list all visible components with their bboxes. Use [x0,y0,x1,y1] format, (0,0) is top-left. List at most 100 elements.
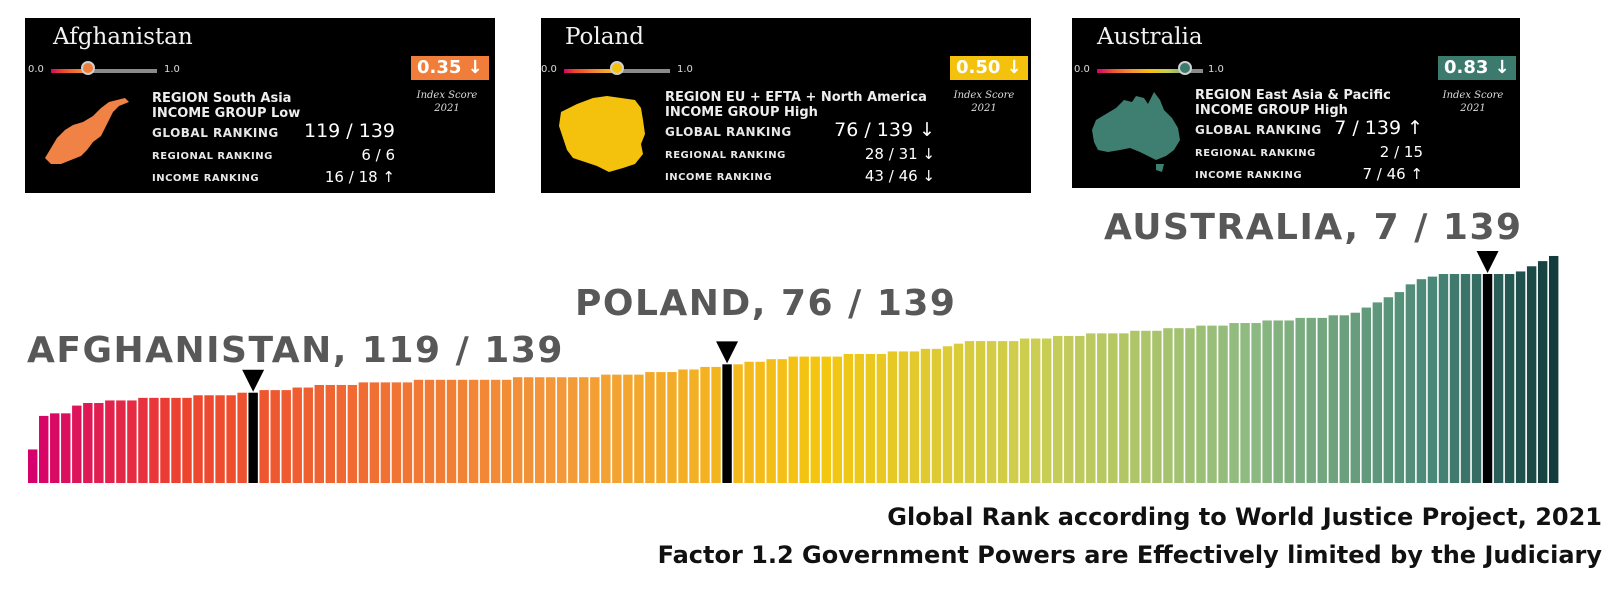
bar-rank-81 [667,372,677,483]
index-score-label: Index Score 2021 [1442,90,1504,114]
bar-rank-90 [568,377,578,483]
bar-rank-123 [204,395,214,483]
footer-factor: Factor 1.2 Government Powers are Effecti… [657,541,1602,569]
country-card-afghanistan: Afghanistan 0.0 1.0 0.35 ↓ Index Score 20… [25,18,495,193]
bar-rank-72 [766,359,776,483]
index-score-badge: 0.35 ↓ [411,56,489,80]
bar-rank-127 [160,397,170,483]
bar-rank-21 [1328,315,1338,483]
bar-rank-56 [942,346,953,483]
bar-rank-93 [534,377,545,483]
bar-rank-95 [512,377,523,483]
bar-rank-114 [303,387,313,483]
bar-rank-130 [127,400,137,483]
bar-rank-108 [369,382,380,483]
country-map-afghanistan [45,98,129,164]
bar-rank-128 [149,397,159,483]
bar-rank-29 [1240,323,1250,483]
income-group-line: INCOME GROUP High [1195,103,1348,118]
bar-rank-119 [248,392,258,483]
bar-rank-92 [546,377,556,483]
bar-rank-36 [1163,328,1173,483]
income-ranking-row: INCOME RANKING 43 / 46 ↓ [665,167,935,185]
bar-rank-9 [1460,274,1471,483]
bar-rank-110 [347,384,358,483]
bar-rank-94 [523,377,534,483]
bar-rank-105 [402,382,413,483]
bar-rank-112 [325,384,335,483]
bar-rank-31 [1218,325,1228,483]
bar-rank-71 [777,359,787,483]
bar-rank-11 [1438,274,1449,483]
bar-rank-67 [821,356,831,483]
bar-rank-78 [700,366,710,483]
bar-rank-82 [656,372,666,483]
bar-rank-113 [314,384,324,483]
footer-source: Global Rank according to World Justice P… [887,503,1602,531]
bar-rank-77 [711,366,721,483]
bar-rank-43 [1086,333,1096,483]
bar-rank-118 [259,390,269,483]
bar-rank-41 [1108,333,1118,483]
bar-rank-60 [898,351,909,483]
slider-knob [81,61,96,75]
bar-rank-24 [1295,317,1305,483]
bar-rank-106 [391,382,402,483]
bar-rank-16 [1383,297,1394,483]
bar-rank-39 [1130,330,1140,483]
bar-rank-75 [733,364,743,483]
region-line: REGION South Asia [152,91,292,106]
bar-rank-44 [1075,335,1085,483]
bar-rank-137 [50,413,60,483]
bar-rank-84 [634,374,644,483]
bar-rank-32 [1207,325,1217,483]
slider-max-label: 1.0 [677,64,693,75]
bar-rank-107 [380,382,391,483]
country-name: Poland [565,24,644,50]
bar-rank-50 [1008,341,1019,483]
bar-rank-88 [590,377,600,483]
bar-rank-64 [854,354,865,483]
index-score-badge: 0.83 ↓ [1438,56,1516,80]
regional-ranking-row: REGIONAL RANKING 2 / 15 [1195,143,1423,161]
bar-rank-80 [678,369,688,483]
bar-rank-138 [39,415,49,483]
bar-rank-97 [490,379,501,483]
bar-rank-121 [226,395,236,483]
global-ranking-row: GLOBAL RANKING 7 / 139 ↑ [1195,117,1423,139]
bar-rank-131 [116,400,126,483]
slider-fill [564,69,617,73]
country-name: Afghanistan [53,24,193,50]
bar-rank-68 [810,356,820,483]
marker-australia [1476,251,1499,274]
bar-rank-103 [424,379,435,483]
bar-rank-26 [1273,320,1283,483]
bar-rank-14 [1405,284,1416,483]
bar-rank-73 [755,361,765,483]
bar-rank-53 [975,341,986,483]
country-name: Australia [1097,24,1203,50]
card-info: REGION EU + EFTA + North America INCOME … [665,90,935,186]
regional-ranking-row: REGIONAL RANKING 6 / 6 [152,146,395,164]
bar-rank-6 [1493,274,1504,483]
bar-rank-49 [1019,338,1030,483]
card-info: REGION East Asia & Pacific INCOME GROUP … [1195,88,1423,184]
annotation-afghanistan: AFGHANISTAN, 119 / 139 [27,330,564,371]
bar-rank-89 [579,377,589,483]
bar-rank-33 [1196,325,1206,483]
bar-rank-101 [446,379,457,483]
bar-rank-25 [1284,320,1294,483]
bar-rank-134 [83,403,93,483]
bar-rank-116 [281,390,291,483]
bar-rank-125 [182,397,192,483]
income-group-line: INCOME GROUP Low [152,106,301,121]
bar-rank-74 [744,361,754,483]
country-card-poland: Poland 0.0 1.0 0.50 ↓ Index Score 2021 RE… [541,18,1031,193]
bar-rank-48 [1030,338,1041,483]
bar-rank-45 [1064,335,1074,483]
income-ranking-row: INCOME RANKING 7 / 46 ↑ [1195,165,1423,183]
bar-rank-132 [105,400,115,483]
marker-afghanistan [242,369,265,392]
bar-rank-83 [645,372,655,483]
